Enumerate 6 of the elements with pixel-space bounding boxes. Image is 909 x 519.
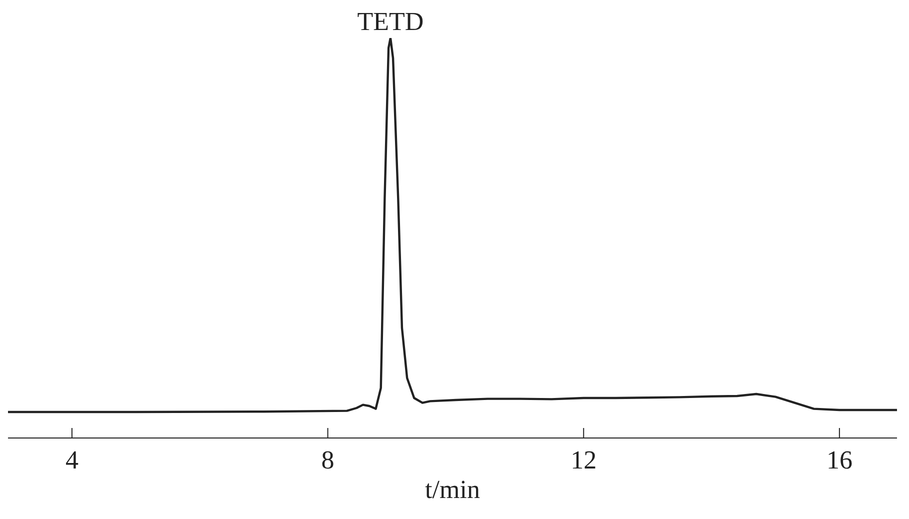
annotation: TETD <box>357 7 424 36</box>
x-tick-label: 16 <box>826 445 852 474</box>
x-tick-label: 4 <box>65 445 78 474</box>
x-tick-label: 8 <box>321 445 334 474</box>
x-tick-label: 12 <box>570 445 597 474</box>
x-axis-title: t/min <box>425 475 480 504</box>
